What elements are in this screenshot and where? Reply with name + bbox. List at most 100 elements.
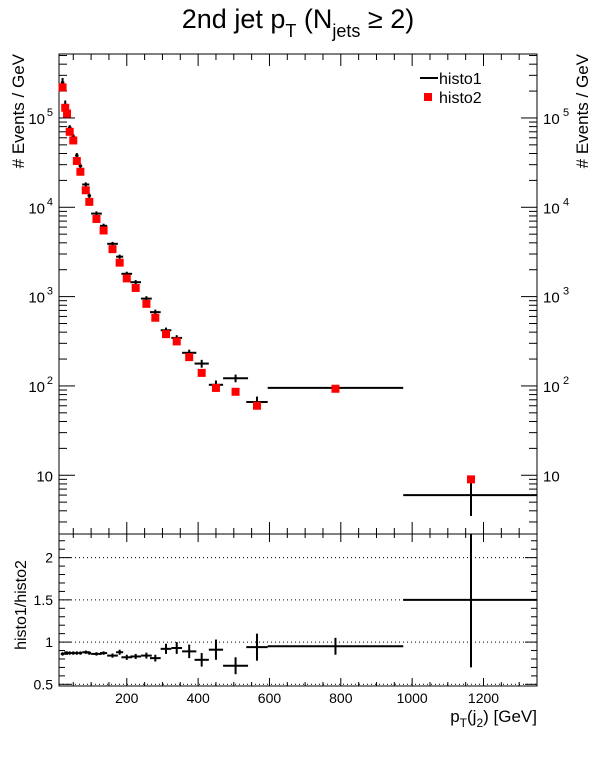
ratio-point <box>223 657 249 675</box>
ratio-point <box>87 651 92 655</box>
ratio-point <box>116 649 124 655</box>
ratio-point <box>141 652 152 659</box>
histo2-point <box>65 127 74 136</box>
histo1-point <box>82 182 90 187</box>
histo2-point <box>122 274 131 283</box>
lower-data <box>60 534 537 675</box>
lower-y-axis-label: histo1/histo2 <box>13 560 30 650</box>
histo2-point <box>252 401 261 410</box>
x-tick-label: 1200 <box>468 690 499 706</box>
ratio-point <box>194 653 209 667</box>
lower-plot-frame <box>58 533 538 687</box>
y-tick-label-exponent: 5 <box>47 107 53 119</box>
y-tick-label-exponent: 4 <box>563 196 569 208</box>
histo1-point <box>116 254 124 259</box>
y-tick-label: 10 <box>28 290 45 307</box>
upper-y-axis-label-right: # Events / GeV <box>573 53 592 168</box>
ratio-point <box>78 651 83 655</box>
histo2-point <box>61 103 70 112</box>
histo2-point <box>467 475 476 484</box>
histo2-point <box>85 197 94 206</box>
legend-label-histo1: histo1 <box>439 71 482 88</box>
y-tick-label: 2 <box>45 550 53 566</box>
y-tick-label: 0.5 <box>34 676 54 692</box>
y-tick-label: 10 <box>543 379 560 396</box>
x-axis-label: pT(j2) [GeV] <box>450 707 537 730</box>
histo2-point <box>92 214 101 223</box>
ratio-point <box>107 653 118 658</box>
ratio-point <box>182 644 197 659</box>
histo2-point <box>108 245 117 254</box>
ratio-point <box>403 534 537 668</box>
histo2-point <box>172 337 181 346</box>
y-tick-label-exponent: 3 <box>47 286 53 298</box>
histo2-point <box>185 353 194 362</box>
histo1-point <box>403 481 537 516</box>
x-tick-label: 1000 <box>397 690 428 706</box>
y-tick-label-exponent: 3 <box>563 286 569 298</box>
histo2-point <box>81 186 90 195</box>
upper-y-axis-label: # Events / GeV <box>9 53 28 168</box>
ratio-point <box>60 652 65 656</box>
histo2-point <box>197 368 206 377</box>
histo1-point <box>223 374 249 383</box>
y-tick-label: 10 <box>543 290 560 307</box>
ratio-point <box>67 651 72 655</box>
ratio-point <box>267 637 404 655</box>
histo2-point <box>58 83 67 92</box>
x-tick-label: 400 <box>186 690 210 706</box>
y-tick-label: 10 <box>543 468 560 485</box>
y-tick-label: 1 <box>45 634 53 650</box>
histo2-point <box>142 299 151 308</box>
ratio-point <box>171 642 183 654</box>
ratio-point <box>64 651 67 655</box>
y-tick-label: 10 <box>36 468 53 485</box>
x-tick-label: 600 <box>258 690 282 706</box>
histo2-point <box>331 384 340 393</box>
y-tick-label-exponent: 4 <box>47 196 53 208</box>
histo2-point <box>69 136 78 145</box>
histo2-point <box>231 387 240 396</box>
y-tick-label: 10 <box>543 200 560 217</box>
histo2-point <box>76 167 85 176</box>
y-tick-label: 10 <box>543 111 560 128</box>
legend: histo1 histo2 <box>420 71 482 107</box>
histo2-point <box>63 109 72 118</box>
histo2-point <box>162 330 171 339</box>
ratio-point <box>160 643 172 654</box>
lower-panel: 200 400 600 800 1000 1200 0.5 1 1.5 2 histo1/hist… <box>13 533 538 730</box>
histo1-point <box>130 280 142 285</box>
y-tick-label: 10 <box>28 379 45 396</box>
histo1-point <box>194 359 209 368</box>
ratio-point <box>66 651 69 655</box>
ratio-point <box>100 651 108 655</box>
histo2-point <box>72 156 81 165</box>
y-tick-label-exponent: 5 <box>563 107 569 119</box>
ratio-point <box>75 651 79 655</box>
x-tick-label: 800 <box>329 690 353 706</box>
chart-title: 2nd jet pT (Njets ≥ 2) <box>182 4 414 41</box>
histo2-point <box>131 283 140 292</box>
ratio-point <box>71 651 76 655</box>
legend-label-histo2: histo2 <box>439 90 482 107</box>
histo2-point <box>151 313 160 322</box>
y-tick-label: 10 <box>28 111 45 128</box>
histo2-point <box>211 383 220 392</box>
upper-data <box>58 78 537 516</box>
lower-axes: 200 400 600 800 1000 1200 0.5 1 1.5 2 <box>34 534 538 706</box>
ratio-point <box>208 639 224 660</box>
y-tick-label: 10 <box>28 200 45 217</box>
histo2-point <box>115 258 124 267</box>
legend-marker-histo2 <box>424 93 432 101</box>
ratio-point <box>149 654 161 662</box>
y-tick-label-exponent: 2 <box>47 375 53 387</box>
y-tick-label: 1.5 <box>34 592 54 608</box>
histo2-point <box>99 226 108 235</box>
ratio-point <box>130 653 142 659</box>
x-tick-label: 200 <box>115 690 139 706</box>
ratio-point <box>246 633 268 661</box>
